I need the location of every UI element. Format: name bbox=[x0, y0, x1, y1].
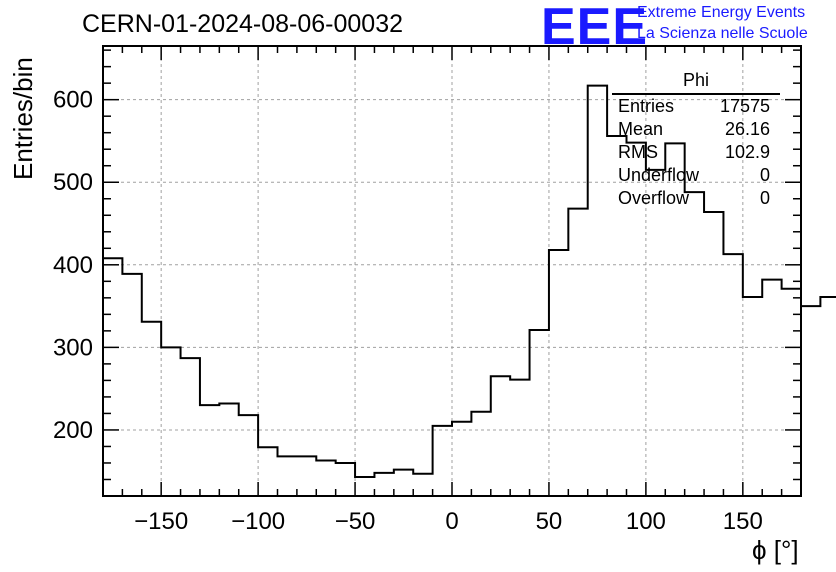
stats-row-underflow: Underflow 0 bbox=[608, 164, 778, 187]
stats-value: 0 bbox=[759, 188, 770, 208]
stats-row-rms: RMS 102.9 bbox=[608, 141, 778, 164]
stats-row-entries: Entries 17575 bbox=[608, 95, 778, 118]
chart-title: CERN-01-2024-08-06-00032 bbox=[82, 10, 404, 38]
y-tick-label: 500 bbox=[53, 169, 93, 196]
stats-label: RMS bbox=[618, 142, 658, 162]
x-tick-label: 150 bbox=[723, 508, 763, 535]
stats-value: 102.9 bbox=[724, 142, 770, 162]
stats-row-mean: Mean 26.16 bbox=[608, 118, 778, 141]
x-tick-label: 100 bbox=[626, 508, 666, 535]
stats-value: 17575 bbox=[719, 96, 770, 116]
stats-label: Mean bbox=[618, 119, 664, 139]
stats-box: Phi Entries 17575 Mean 26.16 RMS 102.9 U… bbox=[608, 70, 780, 210]
histogram-series bbox=[103, 84, 836, 479]
stats-label: Overflow bbox=[618, 188, 690, 208]
stats-value: 26.16 bbox=[724, 119, 770, 139]
x-axis-label: ϕ [°] bbox=[752, 535, 799, 565]
stats-label: Underflow bbox=[618, 165, 700, 185]
y-axis-label: Entries/bin bbox=[8, 57, 38, 180]
stats-row-overflow: Overflow 0 bbox=[608, 187, 778, 210]
y-tick-label: 400 bbox=[53, 252, 93, 279]
logo-line-1: Extreme Energy Events bbox=[637, 4, 806, 21]
stats-label: Entries bbox=[618, 96, 675, 116]
stats-title: Phi bbox=[612, 70, 780, 95]
x-tick-label: 0 bbox=[445, 508, 458, 535]
y-tick-label: 200 bbox=[53, 417, 93, 444]
x-tick-label: 50 bbox=[536, 508, 563, 535]
x-tick-label: −50 bbox=[335, 508, 376, 535]
x-tick-label: −150 bbox=[134, 508, 188, 535]
eee-logo: EEE bbox=[541, 0, 649, 56]
logo-line-2: La Scienza nelle Scuole bbox=[637, 25, 808, 42]
stats-value: 0 bbox=[759, 165, 770, 185]
y-tick-label: 300 bbox=[53, 334, 93, 361]
y-tick-label: 600 bbox=[53, 87, 93, 114]
x-tick-label: −100 bbox=[231, 508, 285, 535]
